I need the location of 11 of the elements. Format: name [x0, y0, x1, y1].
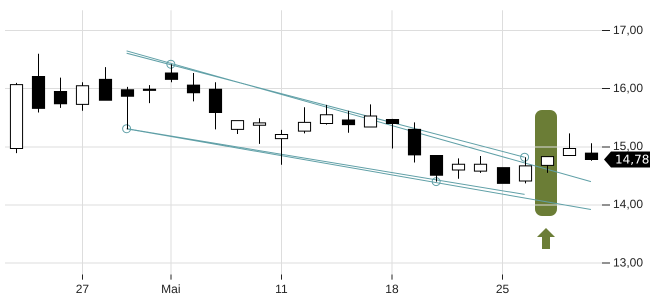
- y-tick-label: 16,00: [613, 80, 644, 95]
- x-tick-label: 25: [496, 282, 510, 296]
- y-tick-label: 15,00: [613, 139, 644, 154]
- x-tick-label: Mai: [161, 282, 181, 296]
- x-tick-label: 27: [76, 282, 90, 296]
- y-tick-label: 14,00: [613, 197, 644, 212]
- x-tick-label: 11: [275, 282, 288, 296]
- x-tick-label: 18: [385, 282, 399, 296]
- y-tick-label: 17,00: [613, 22, 644, 37]
- y-tick-label: 13,00: [613, 255, 644, 270]
- text: 14,78: [615, 152, 650, 167]
